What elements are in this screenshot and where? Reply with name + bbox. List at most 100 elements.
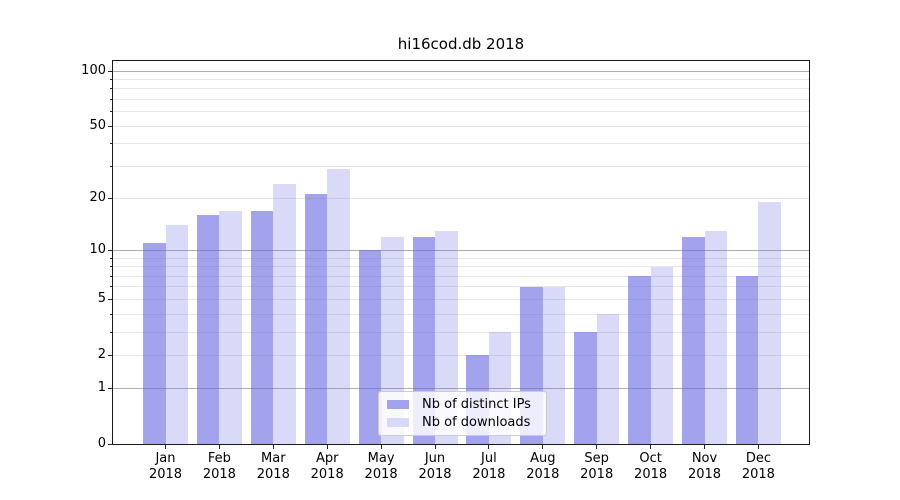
x-tick-mark [218, 445, 220, 449]
legend-label-downloads: Nb of downloads [422, 415, 531, 430]
bar-downloads [704, 230, 727, 444]
x-tick-year: 2018 [526, 467, 560, 482]
y-minor-tick-mark [109, 111, 112, 113]
bar-distinct-ips [574, 332, 597, 444]
x-tick-mark [434, 445, 436, 449]
y-gridline-minor [113, 197, 809, 199]
plot-area: Nb of distinct IPs Nb of downloads [112, 60, 810, 445]
legend-entry-distinct-ips: Nb of distinct IPs [379, 397, 546, 412]
y-gridline-minor [113, 79, 809, 81]
legend: Nb of distinct IPs Nb of downloads [378, 391, 547, 436]
bar-downloads [650, 266, 674, 444]
x-tick-month: Aug [530, 451, 556, 466]
y-minor-tick-mark [109, 275, 112, 277]
bar-distinct-ips [682, 236, 705, 444]
x-tick-year: 2018 [418, 467, 452, 482]
x-tick-year: 2018 [256, 467, 290, 482]
x-tick-month: Dec [745, 451, 771, 466]
x-tick-year: 2018 [741, 467, 775, 482]
x-tick-label: Feb 2018 [189, 451, 249, 483]
y-minor-tick-mark [109, 88, 112, 90]
y-minor-tick-mark [109, 125, 112, 127]
y-minor-tick-mark [109, 286, 112, 288]
y-gridline-minor [113, 111, 809, 113]
bar-downloads [327, 169, 350, 444]
x-tick-year: 2018 [634, 467, 668, 482]
bar-downloads [758, 202, 781, 444]
x-tick-mark [542, 445, 544, 449]
x-tick-year: 2018 [148, 467, 183, 482]
y-minor-tick-mark [109, 197, 112, 199]
y-gridline-minor [113, 125, 809, 127]
bar-distinct-ips [304, 194, 328, 444]
bar-downloads [435, 230, 458, 444]
y-tick-mark [108, 443, 112, 445]
x-tick-label: Jul 2018 [459, 451, 519, 483]
x-tick-year: 2018 [310, 467, 344, 482]
x-tick-mark [165, 445, 166, 449]
x-tick-label: Nov 2018 [675, 451, 735, 483]
y-tick-mark [108, 70, 112, 72]
y-minor-tick-mark [109, 354, 112, 356]
x-tick-month: May [367, 451, 395, 466]
bar-downloads [165, 225, 188, 444]
bar-distinct-ips [143, 243, 166, 444]
y-minor-tick-mark [109, 79, 112, 81]
x-tick-label: Jan 2018 [136, 451, 196, 483]
y-gridline-minor [113, 266, 809, 268]
bar-distinct-ips [735, 276, 759, 444]
bar-downloads [596, 314, 620, 444]
y-minor-tick-mark [109, 257, 112, 259]
y-gridline-minor [113, 166, 809, 168]
y-gridline-minor [113, 257, 809, 259]
x-tick-mark [596, 445, 598, 449]
y-minor-tick-mark [109, 313, 112, 315]
x-tick-year: 2018 [687, 467, 722, 482]
bar-distinct-ips [196, 215, 220, 444]
x-tick-label: Sep 2018 [567, 451, 627, 483]
x-tick-month: Feb [207, 451, 231, 466]
x-tick-year: 2018 [580, 467, 614, 482]
y-gridline-minor [113, 286, 809, 288]
x-tick-label: Oct 2018 [621, 451, 681, 483]
y-tick-mark [108, 387, 112, 389]
y-minor-tick-mark [109, 331, 112, 333]
x-tick-label: May 2018 [351, 451, 411, 483]
y-gridline-major [113, 387, 809, 389]
y-minor-tick-mark [109, 99, 112, 101]
x-tick-mark [326, 445, 328, 449]
legend-swatch-distinct-ips [387, 400, 409, 409]
x-tick-mark [380, 445, 382, 449]
y-gridline-minor [113, 298, 809, 300]
x-tick-mark [757, 445, 759, 449]
y-gridline-minor [113, 331, 809, 333]
y-tick-label: 100 [81, 63, 106, 79]
y-minor-tick-mark [109, 298, 112, 300]
x-tick-month: Oct [639, 451, 662, 466]
y-tick-label: 2 [97, 347, 106, 363]
x-tick-month: Nov [691, 451, 718, 466]
x-tick-year: 2018 [202, 467, 236, 482]
y-minor-tick-mark [109, 143, 112, 145]
x-tick-label: Jun 2018 [405, 451, 465, 483]
y-gridline-minor [113, 313, 809, 315]
y-gridline-minor [113, 275, 809, 277]
x-tick-label: Aug 2018 [513, 451, 573, 483]
y-gridline-minor [113, 354, 809, 356]
x-tick-month: Sep [584, 451, 609, 466]
y-tick-label: 10 [89, 242, 106, 258]
y-tick-label: 50 [89, 118, 106, 134]
x-tick-month: Jan [155, 451, 176, 466]
x-tick-year: 2018 [364, 467, 398, 482]
y-gridline-major [113, 70, 809, 72]
x-tick-month: Jul [481, 451, 497, 466]
x-tick-month: Mar [261, 451, 286, 466]
bar-distinct-ips [250, 210, 274, 444]
chart-title: hi16cod.db 2018 [397, 35, 525, 53]
x-tick-label: Apr 2018 [297, 451, 357, 483]
bar-downloads [542, 286, 566, 444]
x-tick-label: Dec 2018 [728, 451, 788, 483]
bar-distinct-ips [358, 250, 382, 444]
x-tick-mark [272, 445, 274, 449]
